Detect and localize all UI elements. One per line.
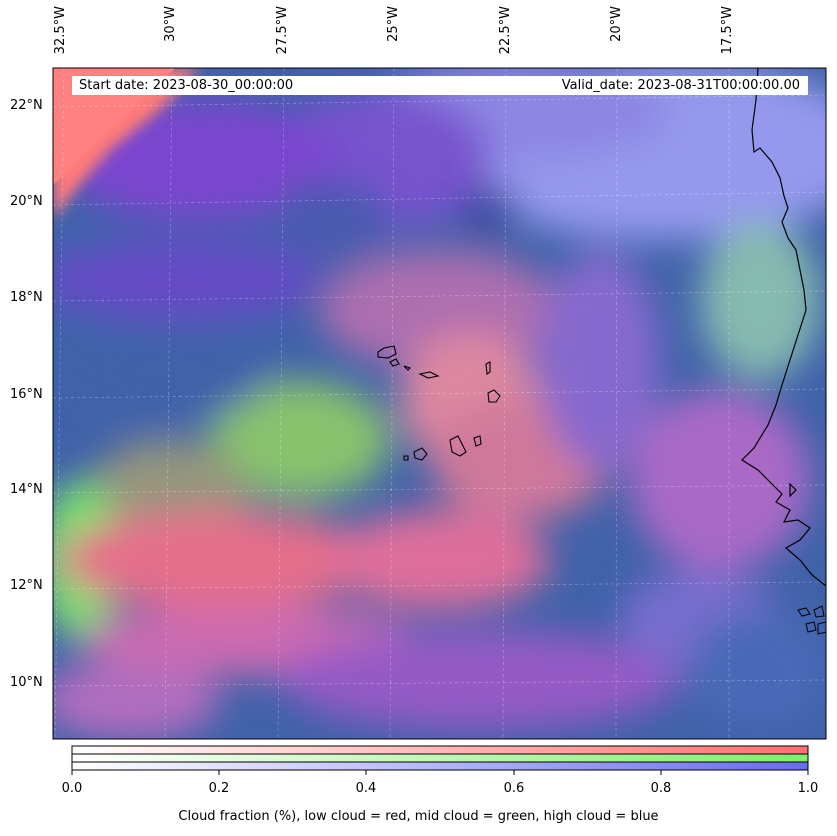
lat-label: 22°N	[10, 98, 43, 113]
lon-label: 30°W	[163, 6, 178, 42]
colorbar-title: Cloud fraction (%), low cloud = red, mid…	[178, 809, 659, 824]
lat-label: 10°N	[10, 675, 43, 690]
colorbar-tick: 0.0	[61, 781, 83, 796]
lon-label: 17.5°W	[720, 6, 735, 55]
coastline	[741, 68, 826, 587]
colorbar-blue-strip	[72, 762, 808, 770]
lon-label: 20°W	[609, 6, 624, 42]
colorbar-red-strip	[72, 746, 808, 754]
map-frame	[52, 67, 827, 740]
lon-label: 25°W	[386, 6, 401, 42]
lon-label: 22.5°W	[498, 6, 513, 55]
start-date-label: Start date: 2023-08-30_00:00:00	[79, 78, 294, 93]
colorbar-tick: 1.0	[797, 781, 819, 796]
lat-label: 16°N	[10, 387, 43, 402]
lat-label: 12°N	[10, 578, 43, 593]
lat-label: 14°N	[10, 482, 43, 497]
lon-label: 27.5°W	[275, 6, 290, 55]
lat-label: 18°N	[10, 290, 43, 305]
lat-label: 20°N	[10, 194, 43, 209]
bissagos-islands	[797, 605, 826, 635]
graticule	[53, 68, 826, 739]
colorbar	[71, 745, 809, 775]
date-header: Start date: 2023-08-30_00:00:00 Valid_da…	[72, 76, 808, 95]
colorbar-tick: 0.4	[355, 781, 377, 796]
cloud-field	[53, 68, 826, 739]
colorbar-tick: 0.8	[650, 781, 672, 796]
cape-verde-islands	[377, 345, 501, 461]
lon-label: 32.5°W	[53, 6, 68, 55]
colorbar-tick: 0.6	[503, 781, 525, 796]
colorbar-tick: 0.2	[208, 781, 230, 796]
valid-date-label: Valid_date: 2023-08-31T00:00:00.00	[561, 78, 800, 93]
colorbar-green-strip	[72, 754, 808, 762]
